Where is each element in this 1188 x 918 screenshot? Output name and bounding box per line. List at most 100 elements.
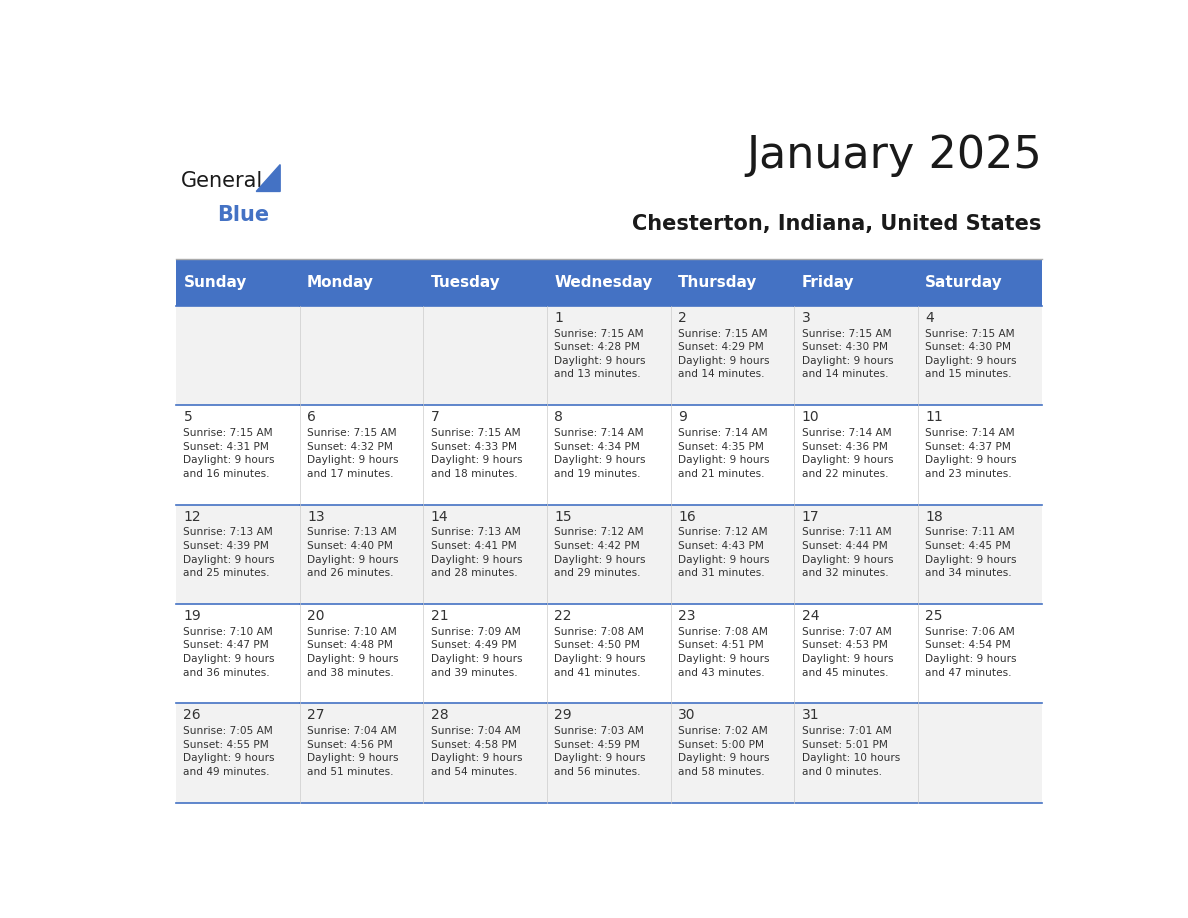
Text: Sunrise: 7:07 AM
Sunset: 4:53 PM
Daylight: 9 hours
and 45 minutes.: Sunrise: 7:07 AM Sunset: 4:53 PM Dayligh…: [802, 627, 893, 677]
Text: Sunrise: 7:02 AM
Sunset: 5:00 PM
Daylight: 9 hours
and 58 minutes.: Sunrise: 7:02 AM Sunset: 5:00 PM Dayligh…: [678, 726, 770, 777]
Text: 29: 29: [555, 709, 573, 722]
Text: Sunrise: 7:11 AM
Sunset: 4:44 PM
Daylight: 9 hours
and 32 minutes.: Sunrise: 7:11 AM Sunset: 4:44 PM Dayligh…: [802, 527, 893, 578]
Bar: [423, 406, 546, 505]
Text: Tuesday: Tuesday: [431, 274, 500, 290]
Text: Sunrise: 7:05 AM
Sunset: 4:55 PM
Daylight: 9 hours
and 49 minutes.: Sunrise: 7:05 AM Sunset: 4:55 PM Dayligh…: [183, 726, 274, 777]
Text: 13: 13: [308, 509, 324, 523]
Bar: [918, 604, 1042, 703]
Text: 20: 20: [308, 609, 324, 623]
Bar: [795, 406, 918, 505]
Text: 6: 6: [308, 410, 316, 424]
Text: Sunrise: 7:08 AM
Sunset: 4:51 PM
Daylight: 9 hours
and 43 minutes.: Sunrise: 7:08 AM Sunset: 4:51 PM Dayligh…: [678, 627, 770, 677]
Text: 2: 2: [678, 311, 687, 325]
Bar: [546, 406, 671, 505]
Text: 5: 5: [183, 410, 192, 424]
Text: Sunrise: 7:13 AM
Sunset: 4:39 PM
Daylight: 9 hours
and 25 minutes.: Sunrise: 7:13 AM Sunset: 4:39 PM Dayligh…: [183, 527, 274, 578]
Bar: [299, 406, 423, 505]
Bar: [299, 306, 423, 406]
Text: Sunrise: 7:01 AM
Sunset: 5:01 PM
Daylight: 10 hours
and 0 minutes.: Sunrise: 7:01 AM Sunset: 5:01 PM Dayligh…: [802, 726, 901, 777]
Bar: [671, 604, 795, 703]
Text: Sunrise: 7:03 AM
Sunset: 4:59 PM
Daylight: 9 hours
and 56 minutes.: Sunrise: 7:03 AM Sunset: 4:59 PM Dayligh…: [555, 726, 646, 777]
Bar: [423, 259, 546, 306]
Text: Sunrise: 7:15 AM
Sunset: 4:30 PM
Daylight: 9 hours
and 15 minutes.: Sunrise: 7:15 AM Sunset: 4:30 PM Dayligh…: [925, 329, 1017, 379]
Text: Sunrise: 7:14 AM
Sunset: 4:35 PM
Daylight: 9 hours
and 21 minutes.: Sunrise: 7:14 AM Sunset: 4:35 PM Dayligh…: [678, 428, 770, 479]
Bar: [918, 259, 1042, 306]
Text: Sunrise: 7:11 AM
Sunset: 4:45 PM
Daylight: 9 hours
and 34 minutes.: Sunrise: 7:11 AM Sunset: 4:45 PM Dayligh…: [925, 527, 1017, 578]
Text: Sunrise: 7:12 AM
Sunset: 4:43 PM
Daylight: 9 hours
and 31 minutes.: Sunrise: 7:12 AM Sunset: 4:43 PM Dayligh…: [678, 527, 770, 578]
Bar: [795, 306, 918, 406]
Text: Sunrise: 7:08 AM
Sunset: 4:50 PM
Daylight: 9 hours
and 41 minutes.: Sunrise: 7:08 AM Sunset: 4:50 PM Dayligh…: [555, 627, 646, 677]
Text: 4: 4: [925, 311, 934, 325]
Text: 3: 3: [802, 311, 810, 325]
Text: Sunrise: 7:15 AM
Sunset: 4:31 PM
Daylight: 9 hours
and 16 minutes.: Sunrise: 7:15 AM Sunset: 4:31 PM Dayligh…: [183, 428, 274, 479]
Text: Sunrise: 7:15 AM
Sunset: 4:30 PM
Daylight: 9 hours
and 14 minutes.: Sunrise: 7:15 AM Sunset: 4:30 PM Dayligh…: [802, 329, 893, 379]
Text: Sunrise: 7:15 AM
Sunset: 4:29 PM
Daylight: 9 hours
and 14 minutes.: Sunrise: 7:15 AM Sunset: 4:29 PM Dayligh…: [678, 329, 770, 379]
Bar: [423, 604, 546, 703]
Text: 1: 1: [555, 311, 563, 325]
Text: 22: 22: [555, 609, 571, 623]
Text: 9: 9: [678, 410, 687, 424]
Text: 14: 14: [431, 509, 448, 523]
Bar: [299, 259, 423, 306]
Bar: [918, 406, 1042, 505]
Bar: [546, 604, 671, 703]
Bar: [176, 406, 299, 505]
Bar: [918, 505, 1042, 604]
Text: 10: 10: [802, 410, 820, 424]
Text: 21: 21: [431, 609, 448, 623]
Text: 28: 28: [431, 709, 448, 722]
Bar: [671, 703, 795, 803]
Bar: [176, 306, 299, 406]
Bar: [176, 703, 299, 803]
Text: Sunrise: 7:13 AM
Sunset: 4:41 PM
Daylight: 9 hours
and 28 minutes.: Sunrise: 7:13 AM Sunset: 4:41 PM Dayligh…: [431, 527, 523, 578]
Bar: [176, 505, 299, 604]
Bar: [795, 604, 918, 703]
Text: 11: 11: [925, 410, 943, 424]
Bar: [299, 505, 423, 604]
Bar: [795, 505, 918, 604]
Bar: [671, 259, 795, 306]
Text: 15: 15: [555, 509, 573, 523]
Bar: [423, 703, 546, 803]
Text: 16: 16: [678, 509, 696, 523]
Bar: [918, 306, 1042, 406]
Bar: [671, 505, 795, 604]
Text: 18: 18: [925, 509, 943, 523]
Text: Sunrise: 7:13 AM
Sunset: 4:40 PM
Daylight: 9 hours
and 26 minutes.: Sunrise: 7:13 AM Sunset: 4:40 PM Dayligh…: [308, 527, 399, 578]
Text: 25: 25: [925, 609, 943, 623]
Text: 8: 8: [555, 410, 563, 424]
Text: Saturday: Saturday: [925, 274, 1003, 290]
Text: Sunrise: 7:12 AM
Sunset: 4:42 PM
Daylight: 9 hours
and 29 minutes.: Sunrise: 7:12 AM Sunset: 4:42 PM Dayligh…: [555, 527, 646, 578]
Bar: [176, 259, 299, 306]
Text: Monday: Monday: [308, 274, 374, 290]
Text: Sunrise: 7:06 AM
Sunset: 4:54 PM
Daylight: 9 hours
and 47 minutes.: Sunrise: 7:06 AM Sunset: 4:54 PM Dayligh…: [925, 627, 1017, 677]
Bar: [671, 306, 795, 406]
Bar: [795, 703, 918, 803]
Bar: [918, 703, 1042, 803]
Text: 24: 24: [802, 609, 820, 623]
Text: Blue: Blue: [217, 205, 270, 225]
Bar: [546, 703, 671, 803]
Text: 7: 7: [431, 410, 440, 424]
Text: Sunrise: 7:15 AM
Sunset: 4:32 PM
Daylight: 9 hours
and 17 minutes.: Sunrise: 7:15 AM Sunset: 4:32 PM Dayligh…: [308, 428, 399, 479]
Text: Chesterton, Indiana, United States: Chesterton, Indiana, United States: [632, 214, 1042, 234]
Text: 31: 31: [802, 709, 820, 722]
Text: Sunrise: 7:04 AM
Sunset: 4:58 PM
Daylight: 9 hours
and 54 minutes.: Sunrise: 7:04 AM Sunset: 4:58 PM Dayligh…: [431, 726, 523, 777]
Text: Sunrise: 7:09 AM
Sunset: 4:49 PM
Daylight: 9 hours
and 39 minutes.: Sunrise: 7:09 AM Sunset: 4:49 PM Dayligh…: [431, 627, 523, 677]
Text: Sunrise: 7:15 AM
Sunset: 4:28 PM
Daylight: 9 hours
and 13 minutes.: Sunrise: 7:15 AM Sunset: 4:28 PM Dayligh…: [555, 329, 646, 379]
Text: Sunrise: 7:10 AM
Sunset: 4:47 PM
Daylight: 9 hours
and 36 minutes.: Sunrise: 7:10 AM Sunset: 4:47 PM Dayligh…: [183, 627, 274, 677]
Bar: [795, 259, 918, 306]
Text: Friday: Friday: [802, 274, 854, 290]
Text: Sunrise: 7:14 AM
Sunset: 4:37 PM
Daylight: 9 hours
and 23 minutes.: Sunrise: 7:14 AM Sunset: 4:37 PM Dayligh…: [925, 428, 1017, 479]
Bar: [299, 604, 423, 703]
Text: Thursday: Thursday: [678, 274, 758, 290]
Bar: [546, 306, 671, 406]
Bar: [423, 505, 546, 604]
Text: Sunrise: 7:04 AM
Sunset: 4:56 PM
Daylight: 9 hours
and 51 minutes.: Sunrise: 7:04 AM Sunset: 4:56 PM Dayligh…: [308, 726, 399, 777]
Bar: [423, 306, 546, 406]
Text: Sunrise: 7:10 AM
Sunset: 4:48 PM
Daylight: 9 hours
and 38 minutes.: Sunrise: 7:10 AM Sunset: 4:48 PM Dayligh…: [308, 627, 399, 677]
Bar: [546, 259, 671, 306]
Text: 30: 30: [678, 709, 695, 722]
Bar: [671, 406, 795, 505]
Text: 27: 27: [308, 709, 324, 722]
